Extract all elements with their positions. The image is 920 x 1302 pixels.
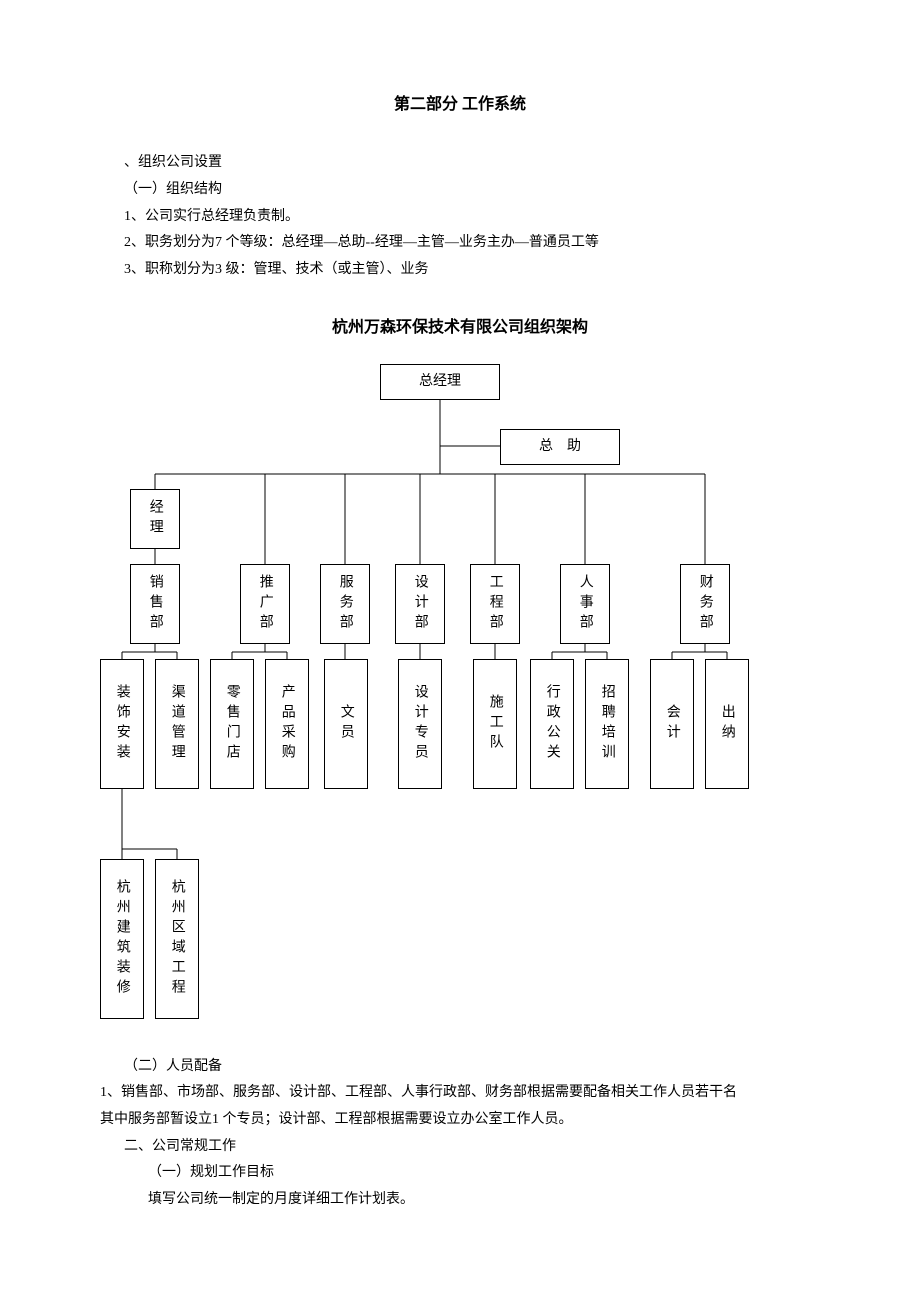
node-leaf-construct: 施工队 — [473, 659, 517, 789]
node-leaf-cashier: 出纳 — [705, 659, 749, 789]
node-dept-fin: 财务部 — [680, 564, 730, 644]
node-leaf-account: 会计 — [650, 659, 694, 789]
node-manager: 经理 — [130, 489, 180, 549]
org-chart-title: 杭州万森环保技术有限公司组织架构 — [100, 313, 820, 343]
node-leaf-product: 产品采购 — [265, 659, 309, 789]
section-org-head: 、组织公司设置 — [124, 150, 820, 177]
node-leaf-channel: 渠道管理 — [155, 659, 199, 789]
section2-line1: 1、销售部、市场部、服务部、设计部、工程部、人事行政部、财务部根据需要配备相关工… — [100, 1080, 820, 1107]
node-bottom-build: 杭州建筑装修 — [100, 859, 144, 1019]
node-gm: 总经理 — [380, 364, 500, 400]
section-org-item2: 2、职务划分为7 个等级：总经理—总助--经理—主管—业务主办—普通员工等 — [124, 230, 820, 257]
section-org-sub1: （一）组织结构 — [124, 177, 820, 204]
node-leaf-deco: 装饰安装 — [100, 659, 144, 789]
node-leaf-designer: 设计专员 — [398, 659, 442, 789]
node-dept-hr: 人事部 — [560, 564, 610, 644]
node-dept-eng: 工程部 — [470, 564, 520, 644]
node-leaf-clerk: 文员 — [324, 659, 368, 789]
section3-line1: 填写公司统一制定的月度详细工作计划表。 — [148, 1187, 820, 1214]
section-org-item3: 3、职称划分为3 级：管理、技术（或主管）、业务 — [124, 257, 820, 284]
node-leaf-recruit: 招聘培训 — [585, 659, 629, 789]
section-org-item1: 1、公司实行总经理负责制。 — [124, 204, 820, 231]
org-chart: 总经理 总 助 经理 销售部 推广部 服务部 设计部 工程部 人事部 财务部 装… — [100, 354, 820, 1034]
node-dept-promo: 推广部 — [240, 564, 290, 644]
node-dept-service: 服务部 — [320, 564, 370, 644]
section3-head: 二、公司常规工作 — [124, 1134, 820, 1161]
section2-line2: 其中服务部暂设立1 个专员；设计部、工程部根据需要设立办公室工作人员。 — [100, 1107, 820, 1134]
node-assist: 总 助 — [500, 429, 620, 465]
node-bottom-area: 杭州区域工程 — [155, 859, 199, 1019]
node-leaf-admin: 行政公关 — [530, 659, 574, 789]
node-dept-sales: 销售部 — [130, 564, 180, 644]
page-title: 第二部分 工作系统 — [100, 90, 820, 120]
section2-head: （二）人员配备 — [124, 1054, 820, 1081]
node-dept-design: 设计部 — [395, 564, 445, 644]
section3-sub1: （一）规划工作目标 — [148, 1160, 820, 1187]
node-leaf-retail: 零售门店 — [210, 659, 254, 789]
